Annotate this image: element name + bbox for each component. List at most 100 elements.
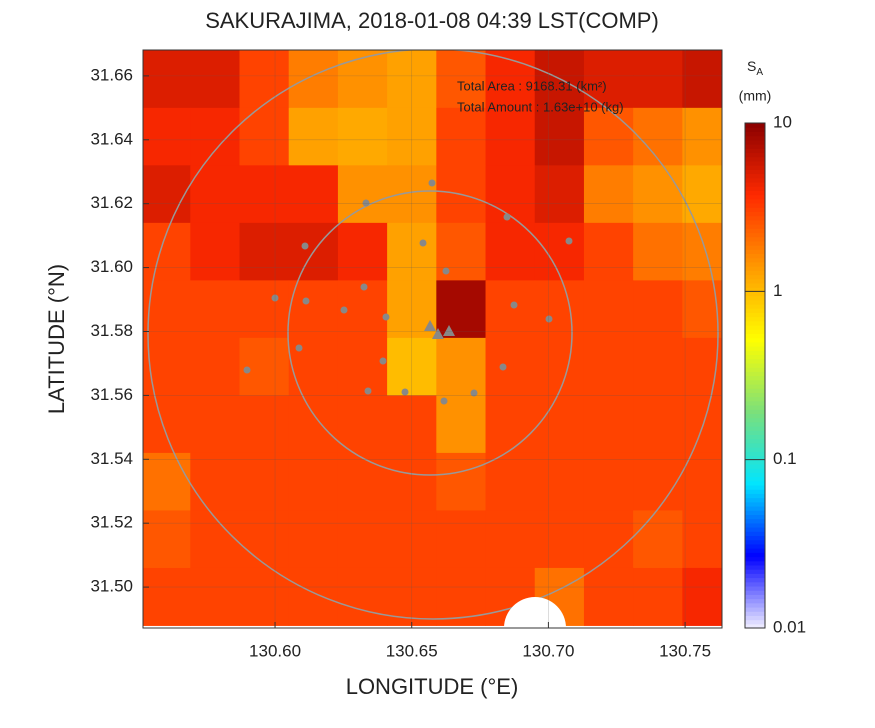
x-tick-label: 130.60 bbox=[249, 641, 301, 660]
colorbar-swatch bbox=[745, 266, 765, 271]
heat-cell bbox=[190, 165, 240, 224]
colorbar-swatch bbox=[745, 202, 765, 208]
heat-cell bbox=[337, 452, 388, 511]
heat-cell bbox=[387, 222, 437, 281]
heat-cell bbox=[485, 165, 536, 224]
colorbar-swatch bbox=[745, 577, 765, 583]
heat-cell bbox=[633, 567, 683, 626]
heat-cell bbox=[682, 107, 722, 166]
colorbar-swatch bbox=[745, 329, 765, 335]
heat-cell bbox=[436, 50, 487, 109]
colorbar-symbol: S bbox=[747, 58, 756, 74]
colorbar-swatch bbox=[745, 367, 765, 372]
colorbar-swatch bbox=[745, 501, 765, 507]
heat-cell bbox=[583, 510, 634, 569]
heat-cell bbox=[190, 50, 240, 109]
colorbar-swatch bbox=[745, 560, 765, 566]
heat-cell bbox=[288, 567, 339, 626]
heat-cell bbox=[387, 452, 437, 511]
colorbar-swatch bbox=[745, 552, 765, 558]
heat-cell bbox=[239, 280, 290, 339]
x-tick-label: 130.65 bbox=[386, 641, 438, 660]
heat-cell bbox=[485, 107, 536, 166]
colorbar-swatch bbox=[745, 392, 765, 398]
colorbar-swatch bbox=[745, 295, 765, 301]
colorbar-swatch bbox=[745, 480, 765, 486]
heat-cell bbox=[633, 452, 683, 511]
stations bbox=[243, 179, 573, 405]
heat-cell bbox=[633, 510, 683, 569]
heat-cell bbox=[288, 395, 339, 454]
heat-cell bbox=[387, 337, 437, 396]
heat-cell bbox=[534, 510, 585, 569]
heat-cell bbox=[190, 337, 240, 396]
heat-cell bbox=[583, 222, 634, 281]
heat-cell bbox=[143, 50, 191, 109]
heat-cell bbox=[583, 50, 634, 109]
colorbar-swatch bbox=[745, 459, 765, 465]
heat-cell bbox=[288, 280, 339, 339]
heat-cell bbox=[288, 452, 339, 511]
heat-cell bbox=[143, 395, 191, 454]
heat-cell bbox=[485, 510, 536, 569]
heat-cell bbox=[239, 50, 290, 109]
colorbar-swatch bbox=[745, 447, 765, 452]
colorbar-swatch bbox=[745, 291, 765, 297]
colorbar-label: SA bbox=[747, 58, 763, 78]
colorbar-swatch bbox=[745, 354, 765, 360]
heat-cell bbox=[337, 337, 388, 396]
colorbar-swatch bbox=[745, 522, 765, 528]
heat-cell bbox=[337, 107, 388, 166]
colorbar-swatch bbox=[745, 556, 765, 562]
y-tick-label: 31.64 bbox=[90, 129, 133, 148]
colorbar-swatch bbox=[745, 325, 765, 330]
heat-cell bbox=[485, 222, 536, 281]
colorbar-swatch bbox=[745, 489, 765, 494]
heat-cell bbox=[143, 510, 191, 569]
heat-cell bbox=[534, 452, 585, 511]
colorbar-swatch bbox=[745, 468, 765, 473]
heat-cell bbox=[239, 510, 290, 569]
heat-cell bbox=[239, 567, 290, 626]
heat-cell bbox=[387, 50, 437, 109]
colorbar-swatch bbox=[745, 585, 765, 591]
annotation: Total Amount : 1.63e+10 (kg) bbox=[457, 99, 624, 114]
colorbar-swatch bbox=[745, 463, 765, 469]
heat-cell bbox=[485, 395, 536, 454]
colorbar-swatch bbox=[745, 548, 765, 553]
range-ring bbox=[287, 190, 573, 476]
colorbar-swatch bbox=[745, 594, 765, 600]
heat-cell bbox=[337, 165, 388, 224]
colorbar-swatch bbox=[745, 615, 765, 621]
colorbar-subscript: A bbox=[756, 67, 763, 78]
heat-cell bbox=[534, 280, 585, 339]
colorbar-swatch bbox=[745, 320, 765, 326]
colorbar-tick-label: 0.01 bbox=[773, 617, 806, 636]
colorbar-swatch bbox=[745, 430, 765, 436]
colorbar-swatch bbox=[745, 611, 765, 616]
heat-cell bbox=[190, 395, 240, 454]
heat-cell bbox=[337, 50, 388, 109]
colorbar-swatch bbox=[745, 409, 765, 414]
y-tick-label: 31.58 bbox=[90, 321, 133, 340]
range-ring bbox=[147, 50, 719, 620]
colorbar-swatch bbox=[745, 135, 765, 141]
heat-cell bbox=[190, 107, 240, 166]
colorbar-swatch bbox=[745, 287, 765, 292]
heat-cell bbox=[436, 280, 487, 339]
y-tick-label: 31.66 bbox=[90, 65, 133, 84]
colorbar-swatch bbox=[745, 514, 765, 520]
heat-cell bbox=[143, 222, 191, 281]
colorbar-swatch bbox=[745, 341, 765, 347]
heat-cell bbox=[682, 50, 722, 109]
colorbar-swatch bbox=[745, 383, 765, 389]
colorbar-swatch bbox=[745, 421, 765, 427]
heat-cell bbox=[239, 452, 290, 511]
heat-cell bbox=[534, 337, 585, 396]
heat-cell bbox=[387, 395, 437, 454]
heat-cell bbox=[239, 165, 290, 224]
heat-cell bbox=[190, 222, 240, 281]
colorbar-swatch bbox=[745, 404, 765, 410]
colorbar-swatch bbox=[745, 388, 765, 393]
